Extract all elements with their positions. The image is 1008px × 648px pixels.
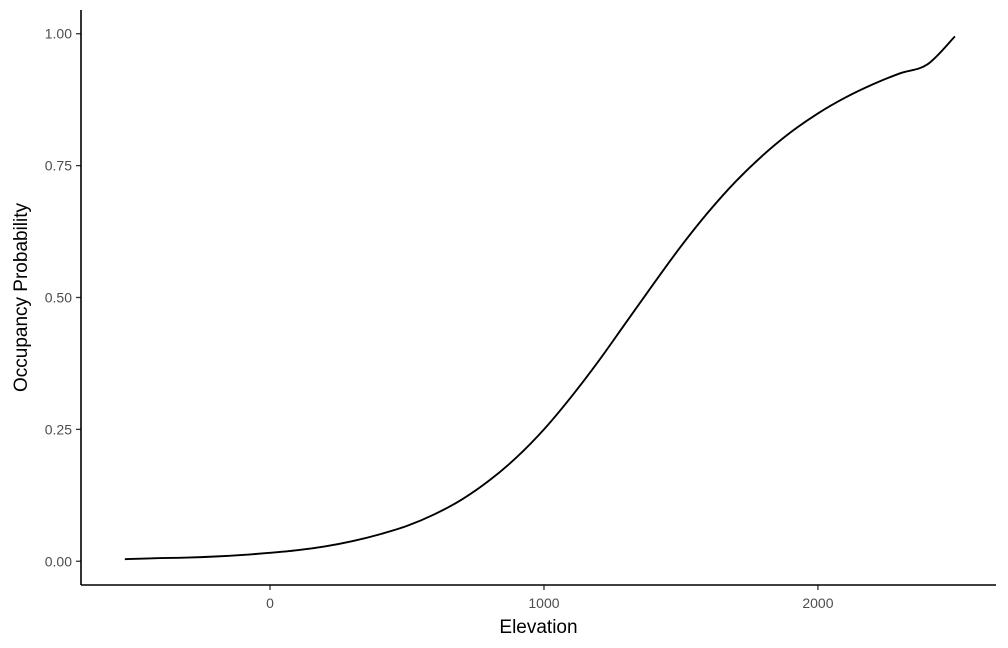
x-axis-title: Elevation [499,617,577,638]
y-tick-label: 1.00 [45,26,72,42]
x-axis-ticks: 0 1000 2000 [266,585,834,611]
x-tick-label: 2000 [802,595,833,611]
x-tick-label: 1000 [528,595,559,611]
y-axis-ticks: 0.00 0.25 0.50 0.75 1.00 [45,26,81,569]
series-line-0 [124,35,956,561]
plot-area [124,35,956,561]
y-axis-title: Occupancy Probability [11,202,32,392]
y-tick-label: 0.25 [45,421,72,437]
y-tick-label: 0.00 [45,553,72,569]
y-tick-label: 0.50 [45,290,72,306]
y-tick-label: 0.75 [45,158,72,174]
x-tick-label: 0 [266,595,274,611]
